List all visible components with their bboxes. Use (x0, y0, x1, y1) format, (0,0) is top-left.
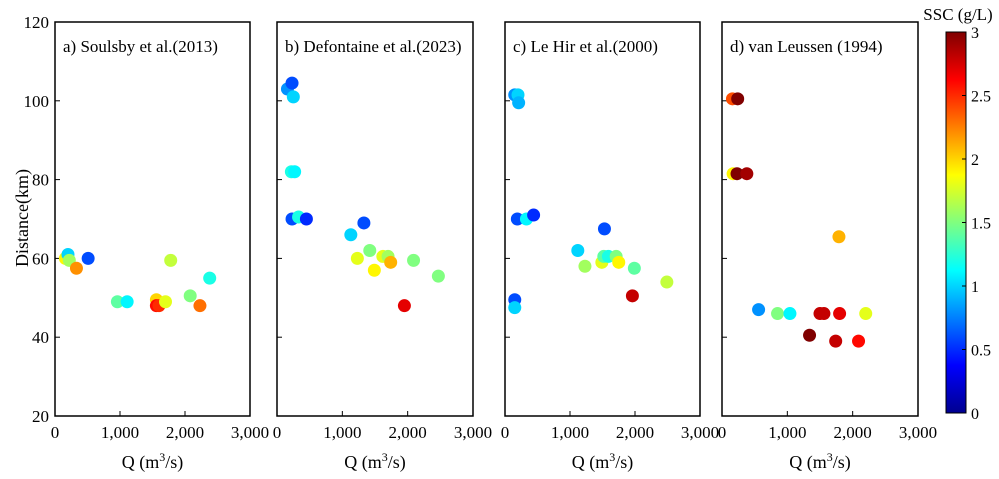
data-point (203, 271, 217, 285)
data-point (578, 259, 592, 273)
data-point (783, 307, 797, 321)
plot-frame (721, 21, 919, 417)
y-tick-label: 20 (32, 407, 49, 426)
data-point (350, 251, 364, 265)
data-point (120, 295, 134, 309)
data-point (367, 263, 381, 277)
data-point (752, 303, 766, 317)
x-tick-label: 1,000 (323, 423, 361, 442)
x-tick-label: 2,000 (389, 423, 427, 442)
data-point (286, 90, 300, 104)
colorbar-tick-label: 1.5 (971, 216, 991, 233)
x-tick-label: 0 (501, 423, 510, 442)
data-point (69, 261, 83, 275)
x-tick-label: 3,000 (681, 423, 719, 442)
data-point (81, 251, 95, 265)
x-tick-label: 1,000 (101, 423, 139, 442)
colorbar: SSC (g/L) 0 0.5 1 1.5 2 2.5 3 (923, 5, 992, 423)
data-point (384, 255, 398, 269)
panel-d: 0 1,000 2,000 3,000 d) van Leussen (1994) Q (… (718, 21, 937, 473)
data-point (852, 334, 866, 348)
data-point (431, 269, 445, 283)
data-point (731, 92, 745, 106)
data-point (285, 76, 299, 90)
data-point (508, 301, 522, 315)
data-point (183, 289, 197, 303)
data-point (625, 289, 639, 303)
panel-b: 0 1,000 2,000 3,000 b) Defontaine et al.(202… (273, 21, 492, 473)
data-point (803, 328, 817, 342)
colorbar-tick-label: 2 (971, 152, 979, 169)
panel-c: 0 1,000 2,000 3,000 c) Le Hir et al.(2000) Q … (501, 21, 719, 473)
x-tick-label: 2,000 (834, 423, 872, 442)
data-point (357, 216, 371, 230)
data-point (660, 275, 674, 289)
data-point (527, 208, 541, 222)
data-point (771, 307, 785, 321)
y-tick-label: 100 (24, 92, 50, 111)
x-tick-label: 1,000 (551, 423, 589, 442)
data-point (363, 244, 377, 258)
data-point (571, 244, 585, 258)
panel-title: a) Soulsby et al.(2013) (63, 37, 218, 56)
x-axis-label: Q (m3/s) (572, 450, 634, 473)
panel-title: d) van Leussen (1994) (730, 37, 883, 56)
data-point (159, 295, 172, 309)
x-axis-label: Q (m3/s) (344, 450, 406, 473)
colorbar-label: SSC (g/L) (923, 5, 992, 24)
data-point (627, 261, 641, 275)
plot-frame (504, 21, 701, 417)
data-point (288, 165, 302, 179)
data-point (859, 307, 873, 321)
data-point (510, 212, 524, 226)
x-tick-label: 3,000 (454, 423, 492, 442)
y-axis-label: Distance(km) (12, 169, 33, 267)
x-tick-label: 3,000 (899, 423, 937, 442)
data-point (597, 222, 611, 236)
y-tick-label: 60 (32, 249, 49, 268)
x-tick-label: 2,000 (616, 423, 654, 442)
data-point (817, 307, 831, 321)
data-point (193, 299, 207, 313)
x-tick-label: 3,000 (231, 423, 269, 442)
panel-title: b) Defontaine et al.(2023) (285, 37, 462, 56)
data-point (407, 253, 421, 267)
data-point (299, 212, 313, 226)
y-tick-label: 40 (32, 328, 49, 347)
panel-title: c) Le Hir et al.(2000) (513, 37, 658, 56)
y-tick-label: 80 (32, 171, 49, 190)
x-tick-label: 0 (51, 423, 60, 442)
data-point (397, 299, 411, 313)
data-point (344, 228, 358, 242)
x-tick-label: 0 (273, 423, 282, 442)
data-point (740, 167, 754, 181)
data-point (512, 96, 526, 110)
plot-frame (54, 21, 251, 417)
data-point (832, 230, 846, 244)
x-tick-label: 1,000 (768, 423, 806, 442)
x-axis-label: Q (m3/s) (789, 450, 851, 473)
x-tick-label: 0 (718, 423, 727, 442)
data-point (833, 307, 847, 321)
panel-a: 0 1,000 2,000 3,000 20 40 60 80 100 120 a) Soulsby… (24, 13, 270, 473)
data-point (110, 295, 124, 309)
colorbar-tick-label: 0.5 (971, 343, 991, 360)
data-point (164, 253, 178, 267)
x-tick-label: 2,000 (166, 423, 204, 442)
x-axis-label: Q (m3/s) (122, 450, 184, 473)
data-point (730, 167, 744, 181)
colorbar-tick-label: 3 (971, 25, 979, 42)
colorbar-tick-label: 2.5 (971, 89, 991, 106)
colorbar-tick-label: 1 (971, 279, 979, 296)
data-point (829, 334, 843, 348)
y-tick-label: 120 (24, 13, 50, 32)
data-point (612, 255, 626, 269)
colorbar-tick-label: 0 (971, 406, 979, 423)
plot-frame (276, 21, 474, 417)
